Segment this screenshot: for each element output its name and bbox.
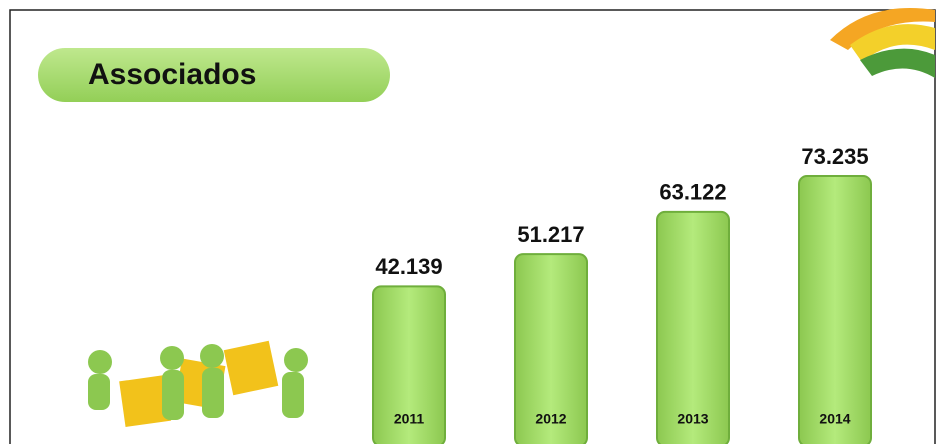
puzzle-figures (88, 340, 308, 427)
swoosh (830, 8, 935, 78)
x-tick-label: 2011 (394, 411, 425, 427)
x-tick-label: 2013 (677, 411, 708, 427)
value-label: 73.235 (801, 144, 868, 169)
x-tick-label: 2012 (535, 411, 566, 427)
x-tick-label: 2014 (819, 411, 850, 427)
frame (9, 9, 936, 444)
value-label: 63.122 (659, 180, 726, 205)
bar (798, 175, 872, 444)
bar (514, 253, 588, 444)
value-label: 51.217 (517, 222, 584, 247)
chart-title: Associados (88, 58, 256, 91)
bar (656, 210, 730, 444)
value-label: 42.139 (375, 254, 442, 279)
title-pill (38, 48, 390, 102)
bar (372, 285, 446, 444)
